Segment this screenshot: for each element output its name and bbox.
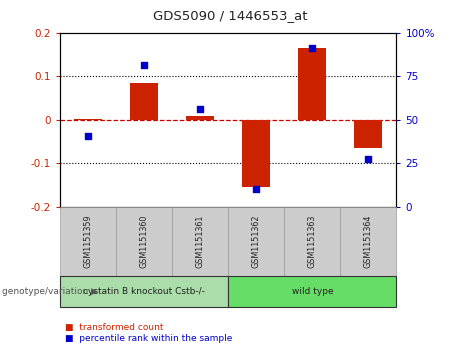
Point <box>196 106 204 112</box>
Bar <box>298 48 326 120</box>
Text: cystatin B knockout Cstb-/-: cystatin B knockout Cstb-/- <box>83 287 205 296</box>
Text: genotype/variation ▶: genotype/variation ▶ <box>2 287 98 296</box>
Text: wild type: wild type <box>291 287 333 296</box>
Point <box>84 134 92 139</box>
Point <box>309 45 316 51</box>
Bar <box>130 83 158 120</box>
Text: ■  percentile rank within the sample: ■ percentile rank within the sample <box>65 334 232 343</box>
Text: ■  transformed count: ■ transformed count <box>65 323 163 332</box>
Text: GSM1151359: GSM1151359 <box>83 215 93 268</box>
Bar <box>355 120 383 148</box>
Point <box>140 62 148 68</box>
Text: GSM1151362: GSM1151362 <box>252 215 261 268</box>
Text: GDS5090 / 1446553_at: GDS5090 / 1446553_at <box>153 9 308 22</box>
Text: GSM1151363: GSM1151363 <box>308 215 317 268</box>
Text: GSM1151361: GSM1151361 <box>195 215 205 268</box>
Bar <box>242 120 270 187</box>
Bar <box>186 116 214 120</box>
Point <box>253 187 260 192</box>
Text: GSM1151360: GSM1151360 <box>140 215 148 268</box>
Bar <box>74 119 102 120</box>
Text: GSM1151364: GSM1151364 <box>364 215 373 268</box>
Point <box>365 156 372 162</box>
